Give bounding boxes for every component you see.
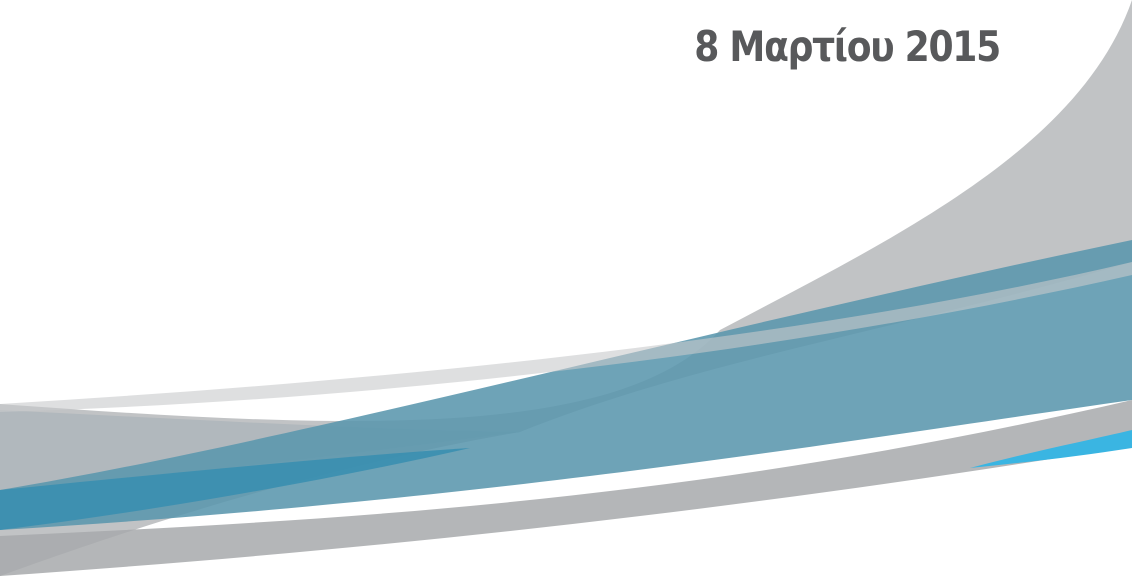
light-gray-top-strip: [0, 262, 1132, 412]
gray-lower-band: [0, 400, 1132, 576]
teal-lower-band: [0, 448, 470, 530]
date-heading: 8 Μαρτίου 2015: [694, 22, 1001, 71]
mid-blue-wave-band: [0, 240, 1132, 530]
bright-blue-accent: [970, 430, 1132, 468]
